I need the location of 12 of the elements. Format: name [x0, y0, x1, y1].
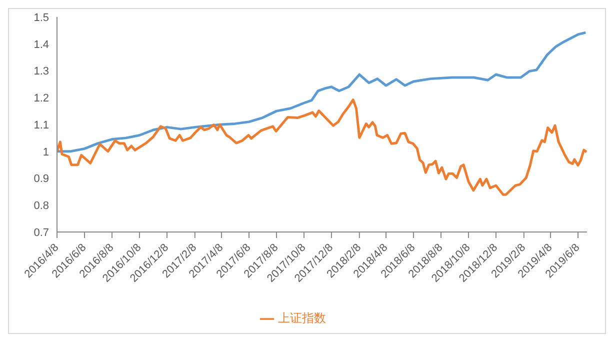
y-tick-label: 1.5 — [34, 12, 49, 24]
legend-label: 上证指数 — [278, 311, 326, 325]
y-tick-label: 1.2 — [34, 92, 49, 105]
y-tick-label: 1 — [42, 146, 49, 158]
line-series — [57, 31, 587, 153]
y-tick-label: 1.4 — [34, 38, 49, 51]
line-series — [57, 98, 587, 196]
y-tick-label: 1.3 — [34, 66, 49, 78]
y-tick-label: 0.9 — [34, 173, 49, 186]
y-tick-label: 0.8 — [34, 200, 49, 212]
y-tick-label: 1.1 — [34, 119, 49, 132]
y-tick-label: 0.7 — [34, 226, 49, 239]
